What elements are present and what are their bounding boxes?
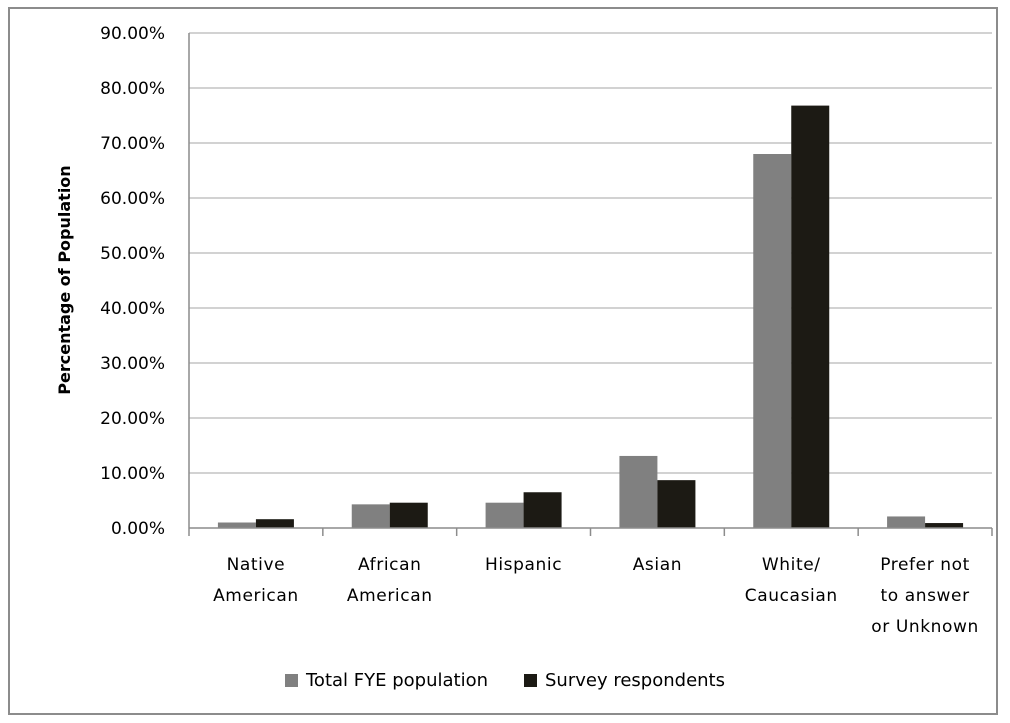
bar-total-fye [619, 455, 658, 528]
bar-survey-respondents [657, 480, 696, 528]
legend-swatch-total-fye [285, 674, 298, 687]
legend-label-total-fye: Total FYE population [306, 670, 488, 691]
bar-total-fye [217, 522, 256, 528]
x-category-label-line: White/ [762, 555, 821, 575]
bars [217, 105, 964, 528]
x-category-label-line: Native [227, 555, 286, 575]
bar-survey-respondents [255, 519, 294, 528]
x-category-label-line: Hispanic [485, 555, 562, 575]
bar-total-fye [485, 502, 524, 528]
bar-survey-respondents [523, 492, 562, 528]
x-category-label-line: Asian [633, 555, 682, 575]
x-category-label: White/Caucasian [745, 555, 838, 606]
bar-total-fye [887, 516, 926, 528]
y-tick-label: 50.00% [100, 244, 165, 264]
y-tick-label: 10.00% [100, 464, 165, 484]
legend: Total FYE population Survey respondents [0, 670, 1010, 691]
x-category-label-line: Caucasian [745, 586, 838, 606]
x-category-label: Asian [633, 555, 682, 575]
legend-label-survey-respondents: Survey respondents [545, 670, 725, 691]
x-category-label: African American [347, 555, 433, 606]
y-tick-label: 60.00% [100, 189, 165, 209]
x-category-label-line: to answer [880, 586, 969, 606]
y-tick-label: 70.00% [100, 134, 165, 154]
x-axis-labels: Native American African American Hispanic Asi… [213, 555, 979, 637]
bar-survey-respondents [925, 523, 964, 528]
x-category-label: Prefer not to answer or Unknown [871, 555, 979, 637]
bar-survey-respondents [791, 105, 830, 528]
y-tick-label: 80.00% [100, 79, 165, 99]
x-category-label: Native American [213, 555, 299, 606]
bar-total-fye [351, 504, 390, 528]
bar-survey-respondents [389, 502, 428, 528]
x-category-label: Hispanic [485, 555, 562, 575]
gridlines [189, 32, 992, 474]
x-category-label-line: or Unknown [871, 617, 979, 637]
legend-item-total-fye: Total FYE population [285, 670, 488, 691]
y-tick-label: 40.00% [100, 299, 165, 319]
chart-frame [8, 7, 998, 715]
axes [188, 33, 993, 536]
y-axis-title: Percentage of Population [55, 165, 74, 394]
x-category-label-line: African [358, 555, 421, 575]
y-tick-label: 30.00% [100, 354, 165, 374]
y-tick-label: 90.00% [100, 24, 165, 44]
x-category-label-line: American [213, 586, 299, 606]
y-tick-label: 20.00% [100, 409, 165, 429]
x-category-label-line: Prefer not [880, 555, 970, 575]
y-axis-ticks: 0.00% 10.00% 20.00% 30.00% 40.00% 50.00% 60.00… [100, 24, 165, 539]
y-tick-label: 0.00% [111, 519, 165, 539]
legend-item-survey-respondents: Survey respondents [524, 670, 725, 691]
x-category-label-line: American [347, 586, 433, 606]
bar-total-fye [753, 154, 792, 528]
legend-swatch-survey-respondents [524, 674, 537, 687]
